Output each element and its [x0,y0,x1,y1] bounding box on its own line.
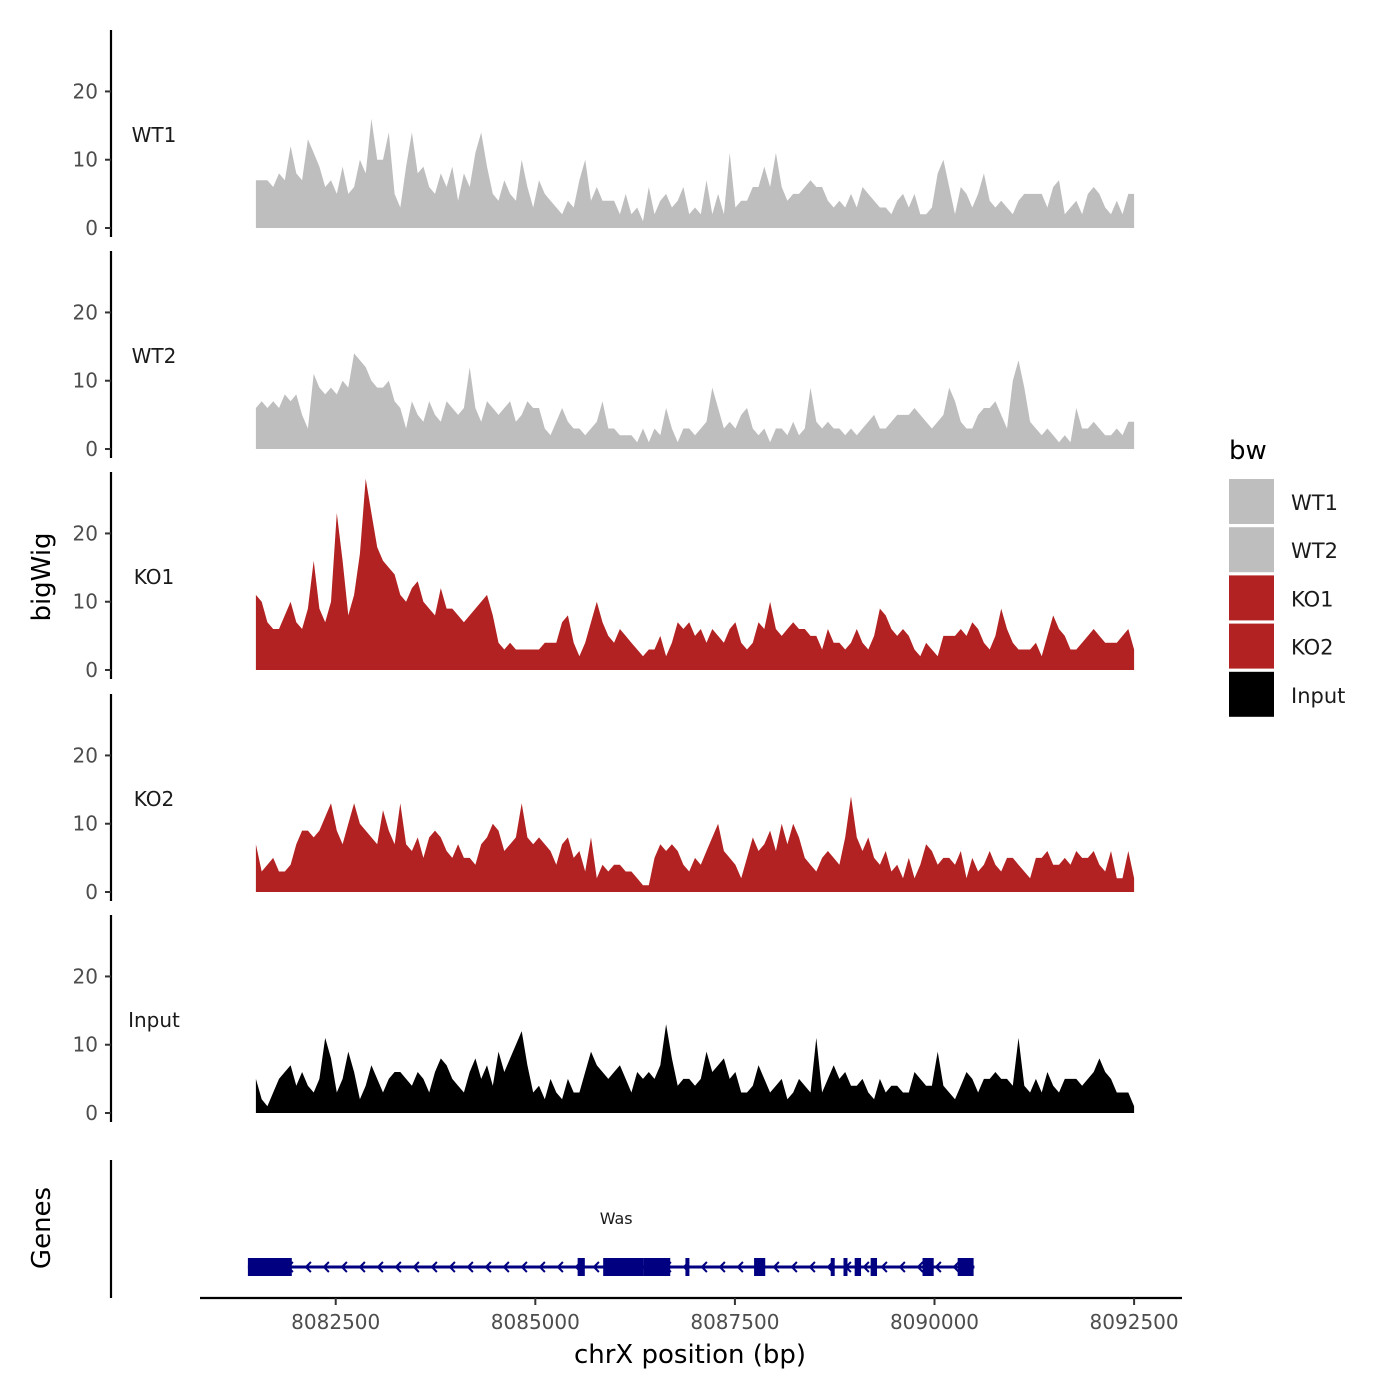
y-tick-label: 10 [73,148,98,172]
strand-arrow [502,1261,510,1273]
strand-arrow [412,1261,420,1273]
track-wt1: 0 10 20 WT1 [73,30,1135,240]
strand-arrow [358,1261,366,1273]
gene-name-label: Was [600,1209,633,1228]
strand-arrow [484,1261,492,1273]
y-tick-label: 0 [85,216,98,240]
gene-exon [957,1258,974,1276]
strand-arrow [538,1261,546,1273]
legend-key-ko1 [1229,575,1274,621]
legend-title: bw [1229,436,1267,466]
strand-arrow [340,1261,348,1273]
strand-arrow [394,1261,402,1273]
legend-label-wt1: WT1 [1291,491,1338,515]
legend-key-input [1229,671,1274,717]
x-axis-title: chrX position (bp) [574,1340,806,1370]
gene-exon [843,1258,848,1276]
legend-label-ko2: KO2 [1291,636,1334,660]
coverage-area-wt2 [255,353,1135,449]
strand-arrow [448,1261,456,1273]
gene-exon [870,1258,878,1276]
track-label-wt1: WT1 [132,123,177,147]
y-tick-label: 0 [85,437,98,461]
strand-arrow [880,1261,888,1273]
strand-arrow [304,1261,312,1273]
track-ko1: 0 10 20 KO1 [73,472,1135,682]
gene-exon [922,1258,934,1276]
y-tick-label: 20 [73,743,98,767]
coverage-area-ko2 [255,796,1135,892]
gene-exon [830,1258,835,1276]
track-label-input: Input [128,1008,180,1032]
y-tick-label: 20 [73,964,98,988]
strand-arrow [556,1261,564,1273]
strand-arrow [790,1261,798,1273]
coverage-area-input [255,1024,1135,1113]
strand-arrow [772,1261,780,1273]
y-tick-label: 10 [73,369,98,393]
strand-arrow [916,1261,924,1273]
gene-was: Was [247,1209,975,1276]
x-tick-label: 8090000 [890,1310,979,1334]
y-tick-label: 10 [73,1033,98,1057]
strand-arrow [520,1261,528,1273]
legend-label-ko1: KO1 [1291,587,1334,611]
y-tick-label: 10 [73,812,98,836]
strand-arrow [466,1261,474,1273]
strand-arrow [700,1261,708,1273]
strand-arrow [898,1261,906,1273]
track-label-wt2: WT2 [132,344,177,368]
track-wt2: 0 10 20 WT2 [73,251,1135,461]
gene-exon [854,1258,862,1276]
strand-arrow [736,1261,744,1273]
y-tick-label: 0 [85,1101,98,1125]
strand-arrow [862,1261,870,1273]
strand-arrow [592,1261,600,1273]
strand-arrow [808,1261,816,1273]
legend-key-wt1 [1229,479,1274,524]
x-tick-label: 8087500 [690,1310,779,1334]
legend-label-input: Input [1291,684,1345,708]
y-tick-label: 20 [73,521,98,545]
y-tick-label: 0 [85,658,98,682]
x-tick-label: 8082500 [291,1310,380,1334]
gene-exon [577,1258,585,1276]
legend: bw WT1 WT2 KO1 KO2 Input [1229,436,1345,717]
genes-axis-title: Genes [27,1187,57,1269]
y-tick-label: 0 [85,880,98,904]
x-tick-label: 8092500 [1090,1310,1179,1334]
track-input: 0 10 20 Input [73,915,1135,1125]
x-axis: 8082500 8085000 8087500 8090000 8092500 [200,1296,1182,1334]
gene-exon [603,1258,644,1276]
coverage-area-ko1 [255,478,1135,670]
strand-arrow [952,1261,960,1273]
strand-arrow [322,1261,330,1273]
track-label-ko2: KO2 [134,787,175,811]
y-axis-title: bigWig [27,532,57,621]
genes-panel: Was [109,1160,975,1298]
strand-arrow [718,1261,726,1273]
strand-arrow [430,1261,438,1273]
gene-exon [685,1258,690,1276]
legend-key-wt2 [1229,527,1274,573]
legend-label-wt2: WT2 [1291,539,1338,563]
coverage-area-wt1 [255,118,1135,228]
track-label-ko1: KO1 [134,565,175,589]
legend-key-ko2 [1229,623,1274,669]
strand-arrow [376,1261,384,1273]
track-ko2: 0 10 20 KO2 [73,694,1135,904]
gene-exon [247,1258,292,1276]
coverage-tracks: 0 10 20 WT1 0 10 20 WT2 0 10 20 KO1 0 10 20 KO2 0 10 20 Inp… [73,30,1135,1125]
y-tick-label: 20 [73,300,98,324]
strand-arrow [934,1261,942,1273]
gene-exon [754,1258,766,1276]
y-tick-label: 20 [73,79,98,103]
y-tick-label: 10 [73,590,98,614]
gene-exon [643,1258,671,1276]
x-tick-label: 8085000 [491,1310,580,1334]
